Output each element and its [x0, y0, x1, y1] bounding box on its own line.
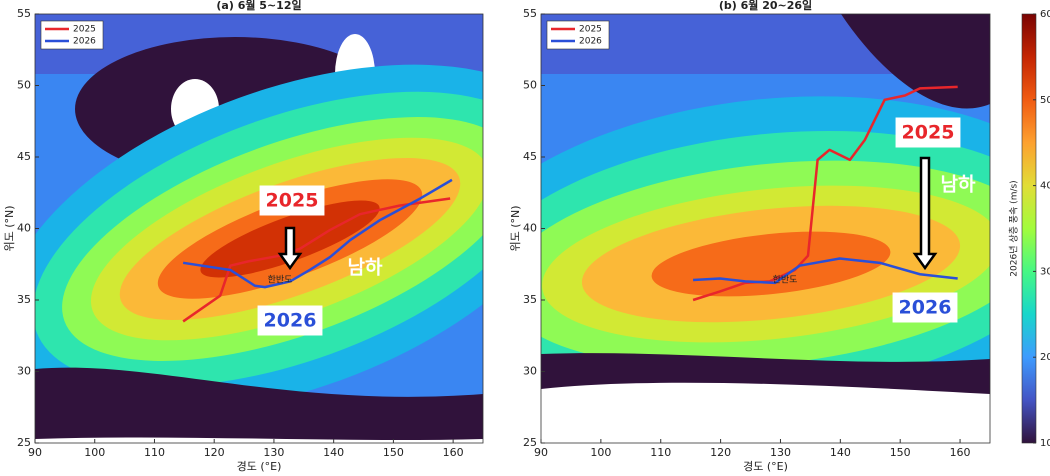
legend-label: 2025 [579, 25, 602, 35]
annotation: 남하 [941, 174, 976, 196]
x-tick-label: 110 [144, 446, 165, 459]
y-tick-label: 45 [17, 150, 31, 163]
x-axis-label: 경도 (°E) [743, 460, 788, 473]
annotation-box [892, 292, 958, 323]
annotation-box [895, 117, 961, 148]
x-tick-label: 100 [590, 446, 611, 459]
colorbar-tick-label: 30 [1040, 266, 1050, 277]
x-tick-label: 160 [950, 446, 971, 459]
x-tick-label: 120 [204, 446, 225, 459]
x-tick-label: 120 [710, 446, 731, 459]
x-axis-label: 경도 (°E) [237, 460, 282, 473]
x-tick-label: 100 [84, 446, 105, 459]
colorbar-tick-label: 10 [1040, 438, 1050, 449]
x-tick-label: 160 [443, 446, 464, 459]
x-tick-label: 140 [830, 446, 851, 459]
y-axis-label: 위도 (°N) [509, 205, 522, 251]
annotation: 2025 [266, 190, 319, 212]
annotation-box [259, 185, 325, 216]
y-tick-label: 50 [17, 79, 31, 92]
chart-title: (b) 6월 20~26일 [719, 0, 812, 12]
colorbar-tick-label: 40 [1040, 181, 1050, 192]
series-line [182, 178, 453, 289]
annotation: 2025 [902, 122, 955, 144]
y-tick-label: 40 [523, 222, 537, 235]
y-tick-label: 25 [523, 436, 537, 449]
y-tick-label: 30 [523, 365, 537, 378]
y-tick-label: 35 [17, 293, 31, 306]
annotation: 2026 [264, 310, 317, 332]
arrow [277, 226, 303, 271]
x-tick-label: 110 [650, 446, 671, 459]
field-south [35, 367, 483, 443]
y-tick-label: 35 [523, 293, 537, 306]
annotation: 남하 [348, 257, 383, 279]
x-tick-label: 150 [383, 446, 404, 459]
chart-title: (a) 6월 5~12일 [216, 0, 301, 12]
annotation-box [257, 305, 323, 336]
legend-box [546, 20, 610, 50]
y-axis-label: 위도 (°N) [3, 205, 16, 251]
x-tick-label: 90 [534, 446, 548, 459]
colorbar-label: 2026년 상층 풍속 (m/s) [1009, 180, 1020, 276]
colorbar [1021, 13, 1037, 444]
x-tick-label: 130 [263, 446, 284, 459]
series-line [692, 257, 958, 285]
legend-label: 2026 [73, 37, 96, 47]
x-tick-label: 90 [28, 446, 42, 459]
colorbar-tick-label: 20 [1040, 352, 1050, 363]
annotation: 한반도 [773, 275, 798, 286]
y-tick-label: 55 [17, 7, 31, 20]
x-tick-label: 130 [770, 446, 791, 459]
legend-label: 2025 [73, 25, 96, 35]
field-south-white [35, 437, 483, 443]
y-tick-label: 45 [523, 150, 537, 163]
y-tick-label: 30 [17, 365, 31, 378]
wind-field [35, 14, 483, 443]
x-tick-label: 150 [890, 446, 911, 459]
y-tick-label: 55 [523, 7, 537, 20]
y-tick-label: 50 [523, 79, 537, 92]
legend-box [40, 20, 104, 50]
wind-field-inner [35, 14, 483, 443]
colorbar-tick-label: 60 [1040, 9, 1050, 20]
annotation: 2026 [899, 297, 952, 319]
legend-label: 2026 [579, 37, 602, 47]
x-tick-label: 140 [323, 446, 344, 459]
colorbar-tick-label: 50 [1040, 95, 1050, 106]
field-blob [841, 14, 990, 109]
y-tick-label: 40 [17, 222, 31, 235]
field-south-white [541, 382, 990, 443]
y-tick-label: 25 [17, 436, 31, 449]
arrow [912, 156, 938, 271]
annotation: 한반도 [268, 275, 293, 286]
